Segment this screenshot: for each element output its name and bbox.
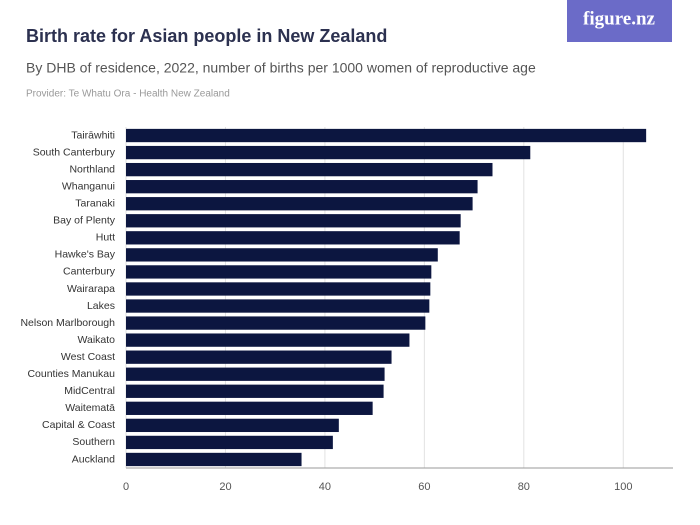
y-tick-label: Hawke's Bay [55,249,116,261]
y-tick-label: Auckland [72,453,115,465]
bar [126,384,384,398]
y-tick-label: MidCentral [64,385,115,397]
y-tick-label: Whanganui [62,180,115,192]
bar [126,401,373,415]
chart-title: Birth rate for Asian people in New Zeala… [26,26,387,46]
y-tick-label: Nelson Marlborough [20,317,115,329]
x-tick-label: 0 [123,481,129,493]
x-tick-label: 80 [518,481,530,493]
bar [126,282,431,296]
bar [126,214,461,228]
bar [126,418,339,433]
bar [126,435,333,450]
bar [126,162,493,177]
logo-box [567,0,672,42]
y-tick-label: Northland [69,163,115,175]
y-tick-label: Bay of Plenty [53,215,116,227]
y-tick-label: Southern [72,436,115,448]
x-tick-label: 40 [319,481,331,493]
chart-subtitle: By DHB of residence, 2022, number of bir… [26,60,536,76]
x-tick-label: 60 [418,481,430,493]
y-tick-label: Tairāwhiti [71,129,115,141]
y-tick-label: Taranaki [75,198,115,210]
bar [126,180,478,194]
bar [126,333,410,347]
y-tick-label: Lakes [87,300,115,312]
provider: Provider: Te Whatu Ora - Health New Zeal… [26,89,230,100]
bar [126,265,432,279]
y-tick-label: Waikato [77,334,115,346]
bar [126,145,531,160]
y-tick-label: West Coast [61,351,115,363]
logo: figure.nz [583,8,656,29]
bar [126,367,385,381]
y-tick-label: Wairarapa [67,283,115,295]
bar [126,452,302,467]
bar [126,248,438,262]
y-tick-label: Waitematā [65,402,115,414]
x-tick-label: 20 [219,481,231,493]
x-tick-label: 100 [614,481,632,493]
y-tick-label: Capital & Coast [42,419,115,431]
bar [126,299,430,313]
y-tick-label: Hutt [96,232,115,244]
y-tick-label: Canterbury [63,266,116,278]
bar [126,316,426,330]
bar [126,231,460,245]
bar [126,197,473,211]
y-tick-label: South Canterbury [33,146,116,158]
bar [126,128,647,143]
y-tick-label: Counties Manukau [27,368,115,380]
bar [126,350,392,364]
